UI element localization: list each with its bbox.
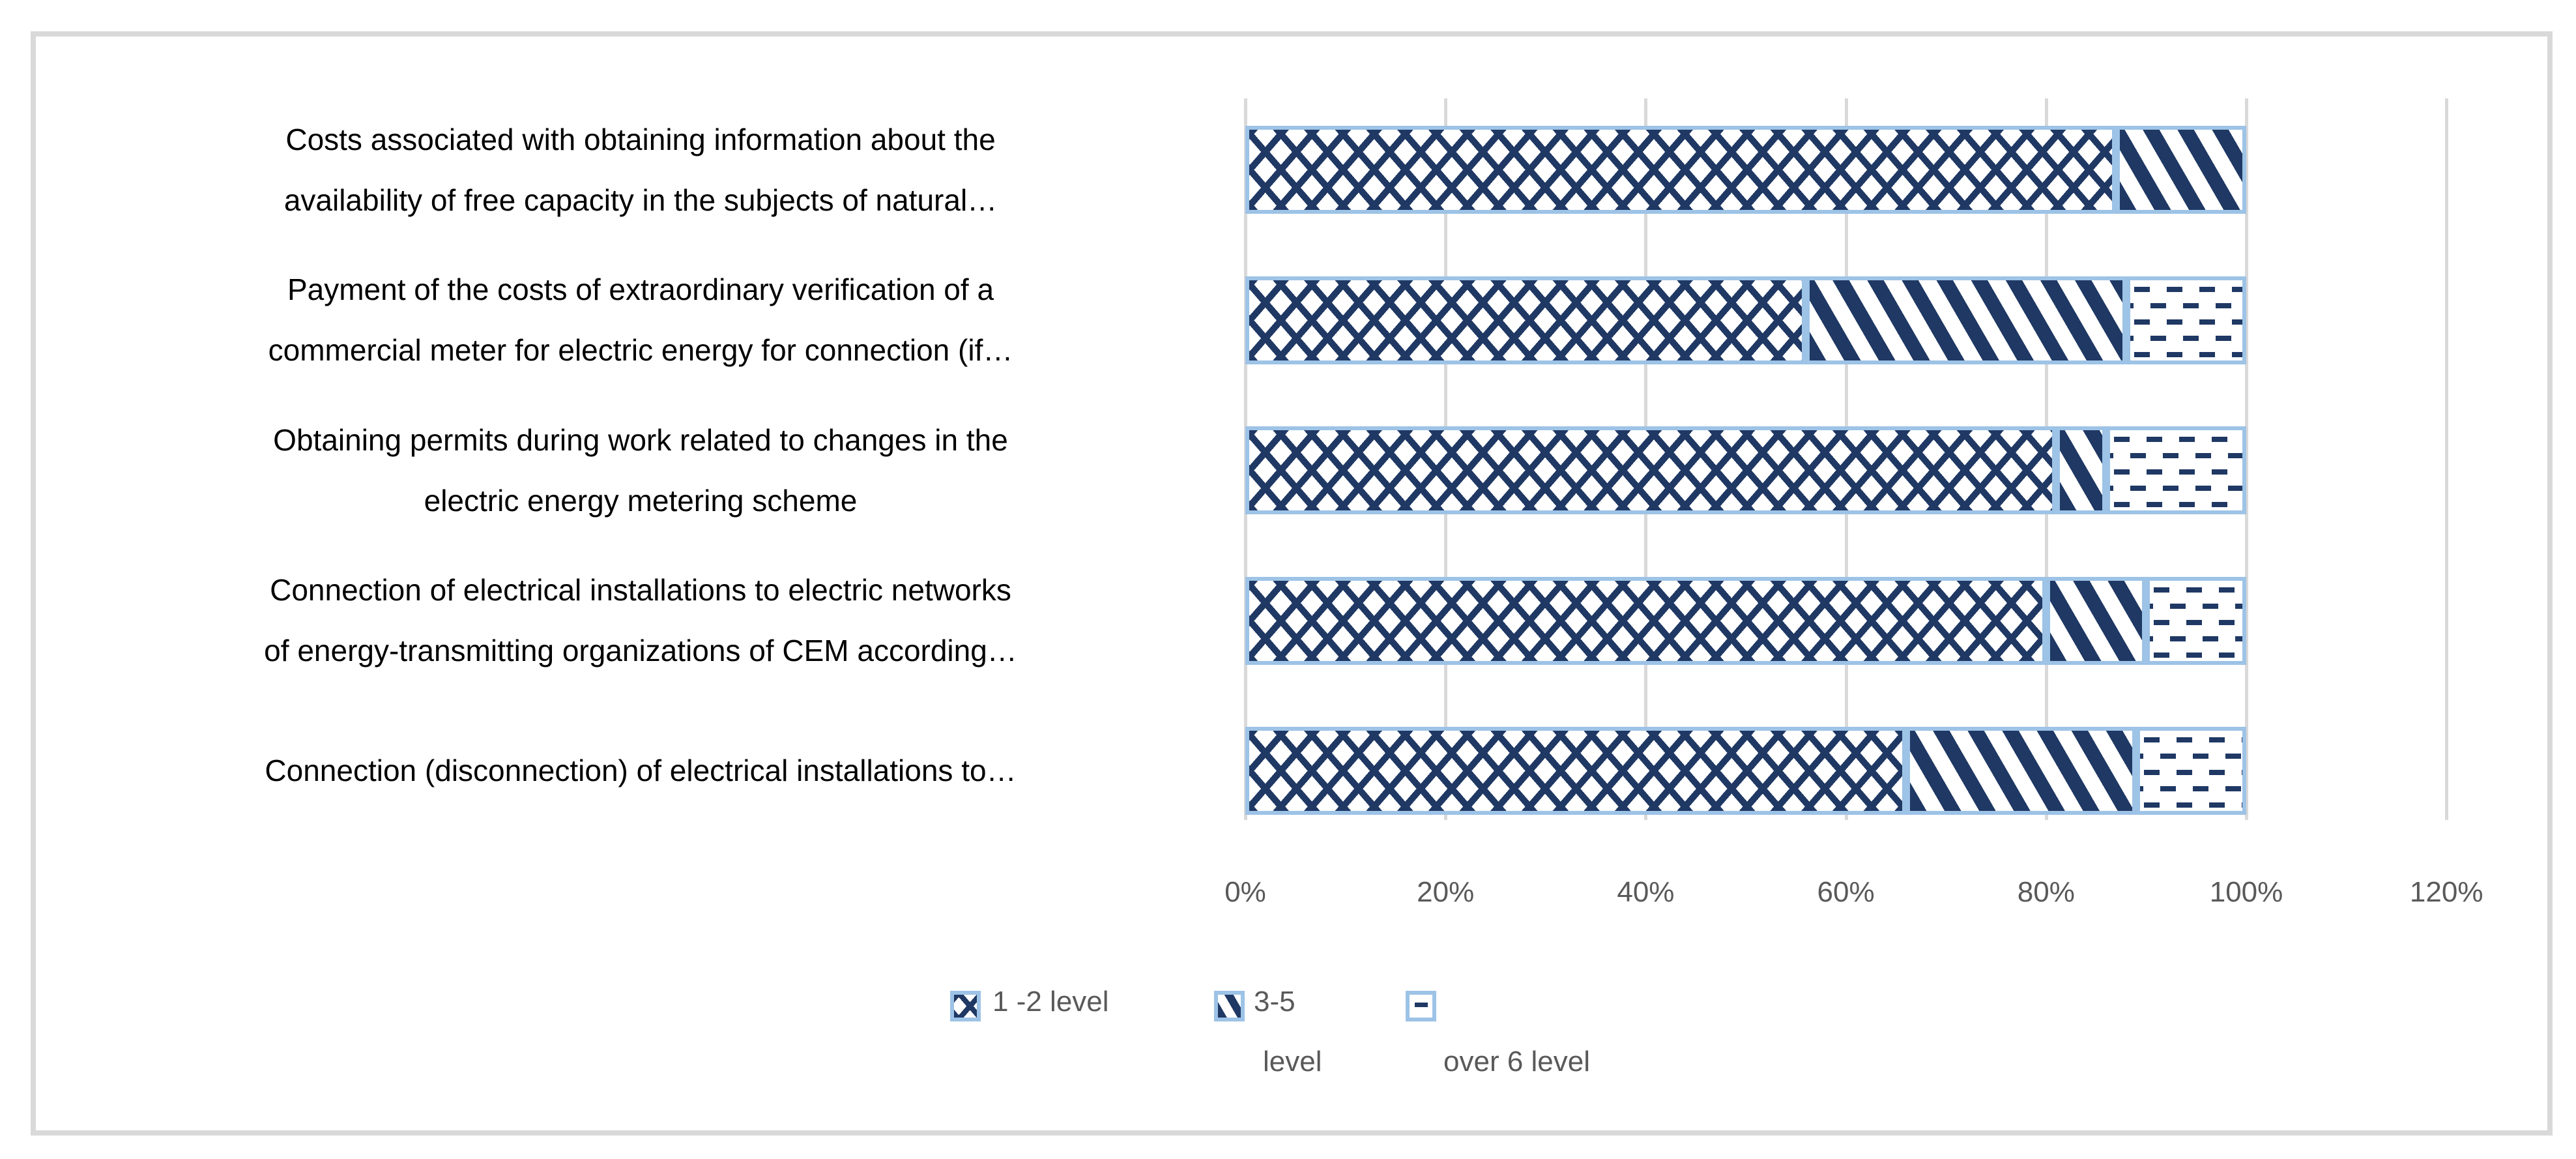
gridline-120%: [2445, 98, 2449, 820]
category-label: Connection of electrical installations t…: [264, 573, 1017, 668]
legend-swatch-dashes: [1406, 991, 1436, 1021]
category-label: Obtaining permits during work related to…: [273, 422, 1008, 518]
x-tick-label: 0%: [1224, 876, 1266, 908]
legend-swatch-diagonal-stripes: [1214, 991, 1245, 1021]
bar-row: [1245, 276, 2246, 364]
legend-label: over 6 level: [1443, 1046, 1591, 1078]
x-tick-label: 80%: [2017, 876, 2075, 908]
x-tick-label: 20%: [1417, 876, 1475, 908]
bar-segment-crosshatch: [1245, 576, 2046, 665]
bar-row: [1245, 727, 2246, 815]
x-tick-label: 120%: [2409, 876, 2483, 908]
legend-label: 1 -2 level: [992, 986, 1109, 1018]
chart-frame: Costs associated with obtaining informat…: [31, 31, 2553, 1136]
bar-segment-dashes: [2126, 276, 2246, 364]
bar-segment-crosshatch: [1245, 727, 1906, 815]
bar-segment-crosshatch: [1245, 426, 2057, 514]
bar-segment-diagonal-stripes: [1905, 727, 2137, 815]
gridline-100%: [2245, 98, 2248, 820]
x-tick-label: 100%: [2209, 876, 2283, 908]
legend-label: 3-5: [1254, 986, 1295, 1018]
legend-label: level: [1263, 1046, 1322, 1078]
bar-row: [1245, 426, 2246, 514]
x-tick-label: 40%: [1617, 876, 1675, 908]
bar-row: [1245, 126, 2246, 214]
bar-row: [1245, 576, 2246, 665]
bar-segment-diagonal-stripes: [1806, 276, 2126, 364]
category-label: Costs associated with obtaining informat…: [283, 122, 998, 217]
x-tick-label: 60%: [1817, 876, 1875, 908]
category-label: Payment of the costs of extraordinary ve…: [268, 272, 1013, 367]
bar-segment-dashes: [2106, 426, 2246, 514]
category-label: Connection (disconnection) of electrical…: [265, 754, 1017, 787]
bar-segment-dashes: [2146, 576, 2246, 665]
bar-segment-crosshatch: [1245, 276, 1806, 364]
legend-swatch-crosshatch: [950, 991, 981, 1021]
bar-segment-crosshatch: [1245, 126, 2117, 214]
bar-segment-diagonal-stripes: [2116, 126, 2246, 214]
bar-segment-diagonal-stripes: [2056, 426, 2106, 514]
bar-segment-diagonal-stripes: [2046, 576, 2147, 665]
bar-segment-dashes: [2136, 727, 2246, 815]
